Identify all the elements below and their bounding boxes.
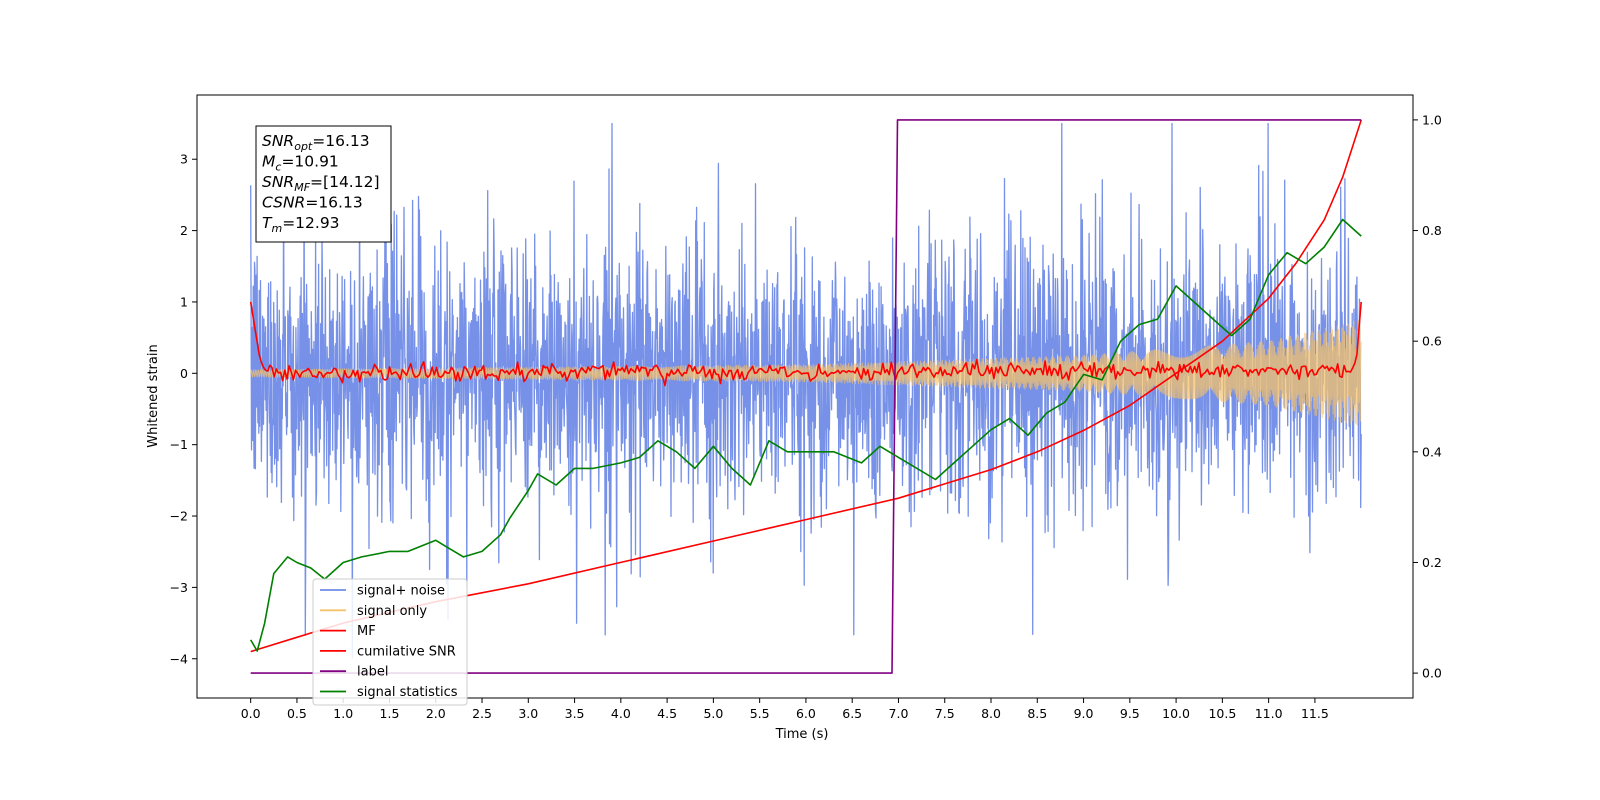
x-tick-label: 0.5 bbox=[287, 706, 307, 721]
x-tick-label: 1.5 bbox=[380, 706, 400, 721]
annotation-line: Mc=10.91 bbox=[262, 153, 339, 174]
y-tick-label-left: −1 bbox=[170, 437, 188, 452]
legend: signal+ noise signal only MF cumilative SNR… bbox=[312, 578, 468, 706]
legend-entry: signal only bbox=[357, 604, 427, 619]
y-tick-label-left: −2 bbox=[170, 509, 188, 524]
y-tick-label-left: 1 bbox=[180, 294, 188, 309]
x-tick-label: 7.0 bbox=[889, 706, 909, 721]
x-tick-label: 0.0 bbox=[241, 706, 261, 721]
y-tick-label-left: 0 bbox=[180, 366, 188, 381]
annotation-line: SNRopt=16.13 bbox=[262, 132, 370, 153]
y-tick-label-right: 0.2 bbox=[1422, 555, 1442, 570]
x-axis: 0.0 0.5 1.0 1.5 2.0 2.5 3.0 3.5 4.0 4.5 5.0 5.5 6.0 6… bbox=[241, 698, 1329, 721]
annotation-line: SNRMF=[14.12] bbox=[262, 173, 380, 194]
legend-frame bbox=[312, 578, 468, 706]
x-tick-label: 11.0 bbox=[1255, 706, 1283, 721]
series-mf bbox=[249, 301, 1362, 387]
x-tick-label: 10.5 bbox=[1208, 706, 1236, 721]
x-tick-label: 11.5 bbox=[1301, 706, 1329, 721]
x-tick-label: 4.5 bbox=[657, 706, 677, 721]
y-tick-label-right: 0.6 bbox=[1422, 334, 1442, 349]
y-axis-left: −4 −3 −2 −1 0 1 2 3 bbox=[170, 152, 197, 666]
series-signal-statistics bbox=[250, 218, 1362, 652]
y-tick-label-right: 0.8 bbox=[1422, 223, 1442, 238]
annotation-line: CSNR=16.13 bbox=[262, 194, 363, 212]
legend-entry: cumilative SNR bbox=[357, 644, 456, 659]
x-tick-label: 7.5 bbox=[935, 706, 955, 721]
plot-frame bbox=[196, 94, 1414, 699]
y-tick-label-right: 0.0 bbox=[1422, 666, 1442, 681]
legend-entry: signal+ noise bbox=[357, 584, 445, 599]
y-tick-label-left: −3 bbox=[170, 580, 188, 595]
x-tick-label: 2.5 bbox=[472, 706, 492, 721]
y-tick-label-right: 1.0 bbox=[1422, 112, 1442, 127]
y-tick-label-left: −4 bbox=[170, 651, 188, 666]
y-axis-label: Whitened strain bbox=[146, 344, 161, 447]
x-tick-label: 3.0 bbox=[518, 706, 538, 721]
x-tick-label: 5.5 bbox=[750, 706, 770, 721]
x-tick-label: 1.0 bbox=[333, 706, 353, 721]
x-axis-label: Time (s) bbox=[775, 727, 829, 742]
x-tick-label: 9.5 bbox=[1120, 706, 1140, 721]
legend-entry: label bbox=[357, 665, 388, 680]
legend-entry: signal statistics bbox=[357, 685, 458, 700]
annotation-line: Tm=12.93 bbox=[262, 214, 340, 235]
y-tick-label-left: 2 bbox=[180, 223, 188, 238]
y-axis-right: 0.0 0.2 0.4 0.6 0.8 1.0 bbox=[1413, 112, 1442, 681]
x-tick-label: 6.0 bbox=[796, 706, 816, 721]
y-tick-label-right: 0.4 bbox=[1422, 444, 1442, 459]
x-tick-label: 4.0 bbox=[611, 706, 631, 721]
x-tick-label: 3.5 bbox=[565, 706, 585, 721]
x-tick-label: 2.0 bbox=[426, 706, 446, 721]
annotation-frame bbox=[255, 125, 392, 243]
annotation-box: SNRopt=16.13Mc=10.91SNRMF=[14.12]CSNR=16… bbox=[255, 125, 392, 243]
y-tick-label-left: 3 bbox=[180, 152, 188, 167]
x-tick-label: 10.0 bbox=[1162, 706, 1190, 721]
x-tick-label: 8.5 bbox=[1027, 706, 1047, 721]
legend-entry: MF bbox=[357, 624, 376, 639]
x-tick-label: 5.0 bbox=[703, 706, 723, 721]
x-tick-label: 8.0 bbox=[981, 706, 1001, 721]
x-tick-label: 6.5 bbox=[842, 706, 862, 721]
x-tick-label: 9.0 bbox=[1074, 706, 1094, 721]
series-label bbox=[250, 119, 1362, 674]
